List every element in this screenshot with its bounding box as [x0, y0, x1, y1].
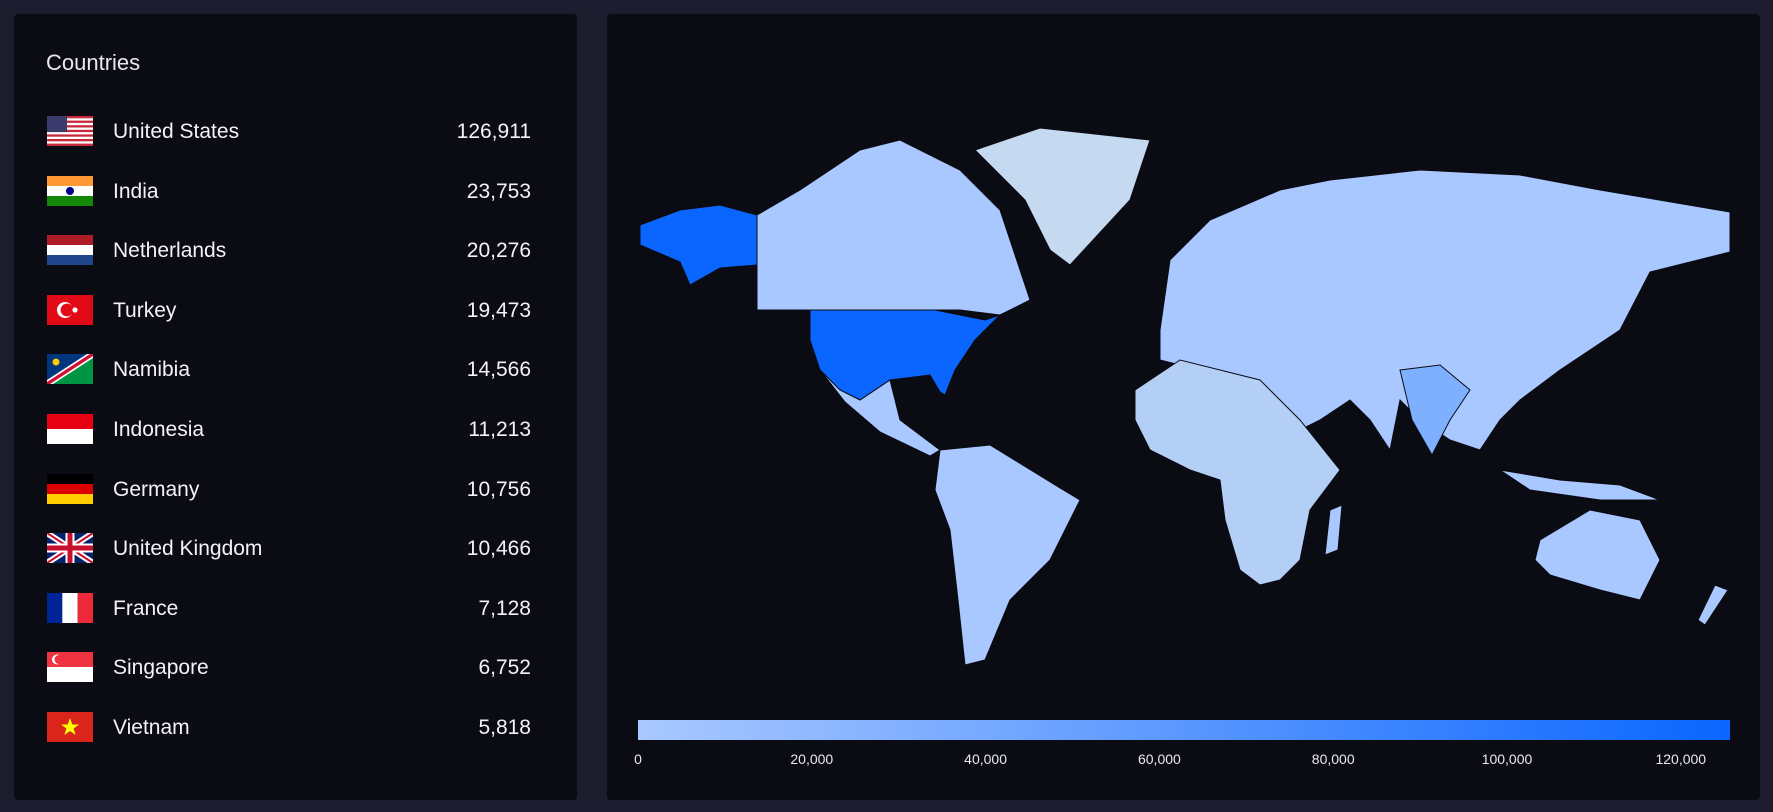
country-name: Namibia: [113, 358, 191, 382]
flag: [47, 473, 93, 504]
country-value: 126,911: [456, 120, 531, 143]
country-row: Turkey 19,473: [14, 290, 577, 330]
country-value: 20,276: [466, 239, 531, 263]
scale-tick-label: 100,000: [1482, 751, 1533, 767]
color-scale: [638, 720, 1730, 740]
greenland: [974, 127, 1151, 266]
canada: [756, 139, 1031, 316]
country-value: 14,566: [466, 358, 531, 382]
country-name: United States: [113, 120, 240, 143]
new-zealand: [1697, 584, 1729, 626]
country-value: 10,466: [466, 537, 531, 561]
scale-tick-label: 0: [634, 751, 642, 767]
country-row: Germany 10,756: [14, 469, 577, 509]
country-value: 7,128: [478, 596, 531, 620]
country-row: United States 126,911: [14, 111, 577, 151]
south-america: [934, 444, 1081, 666]
countries-panel: Countries United States 126,911 India 23,75…: [14, 14, 577, 800]
country-value: 19,473: [466, 298, 531, 322]
scale-tick-label: 120,000: [1655, 751, 1706, 767]
country-row: Singapore 6,752: [14, 647, 577, 687]
country-row: India 23,753: [14, 171, 577, 211]
flag: [47, 533, 93, 564]
flag: [47, 235, 93, 266]
country-row: Namibia 14,566: [14, 349, 577, 389]
flag: [47, 175, 93, 206]
scale-tick-label: 20,000: [790, 751, 833, 767]
country-value: 23,753: [466, 179, 531, 203]
land: [639, 127, 1731, 666]
country-value: 10,756: [466, 477, 531, 501]
scale-tick-label: 40,000: [964, 751, 1007, 767]
alaska: [639, 204, 758, 286]
mexico: [819, 369, 941, 457]
world-map: 0 20,000 40,000 60,000 80,000 100,000 120,000: [634, 127, 1731, 767]
color-scale-ticks: 0 20,000 40,000 60,000 80,000 100,000 120,000: [634, 751, 1706, 767]
flag: [47, 116, 93, 146]
country-row: Indonesia 11,213: [14, 409, 577, 449]
country-name: Indonesia: [113, 418, 205, 441]
flag: [47, 592, 93, 623]
country-value: 5,818: [478, 716, 531, 739]
country-row: Vietnam 5,818: [14, 707, 577, 747]
country-name: United Kingdom: [113, 537, 263, 561]
country-row: Netherlands 20,276: [14, 230, 577, 270]
flag: [47, 414, 93, 444]
country-name: Netherlands: [113, 239, 227, 263]
country-name: Turkey: [113, 298, 177, 322]
country-value: 11,213: [468, 418, 531, 441]
africa: [1134, 359, 1341, 586]
country-name: France: [113, 596, 179, 620]
usa: [809, 309, 1001, 401]
india: [1399, 364, 1471, 457]
map-panel: 0 20,000 40,000 60,000 80,000 100,000 120,000: [607, 14, 1760, 800]
country-name: Vietnam: [113, 716, 190, 739]
country-name: Singapore: [113, 656, 209, 680]
flag: [47, 712, 93, 742]
indonesia: [1499, 469, 1661, 501]
scale-tick-label: 80,000: [1312, 751, 1355, 767]
country-row: United Kingdom 10,466: [14, 528, 577, 568]
scale-tick-label: 60,000: [1138, 751, 1181, 767]
australia: [1534, 509, 1661, 601]
panel-title: Countries: [46, 50, 141, 75]
flag: [47, 652, 93, 683]
country-name: India: [113, 179, 159, 203]
flag: [47, 294, 93, 325]
country-row: France 7,128: [14, 588, 577, 628]
madagascar: [1324, 504, 1343, 556]
country-value: 6,752: [478, 656, 531, 680]
flag: [47, 354, 93, 385]
country-name: Germany: [113, 477, 200, 501]
